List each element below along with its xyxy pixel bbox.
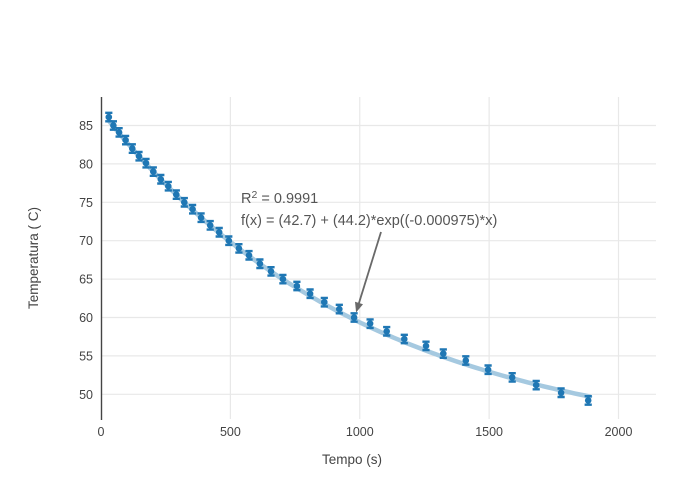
y-tick-label: 55 <box>79 349 93 363</box>
x-tick-label: 1500 <box>475 425 503 439</box>
data-point <box>189 205 196 213</box>
x-tick-label: 0 <box>98 425 105 439</box>
data-point <box>366 320 374 327</box>
data-points <box>105 113 592 404</box>
data-point <box>110 122 117 129</box>
data-point <box>508 374 516 381</box>
data-point <box>122 136 129 144</box>
data-point <box>181 199 188 206</box>
data-point <box>115 129 123 136</box>
gridlines <box>101 97 656 419</box>
data-point <box>256 260 264 268</box>
data-point <box>306 290 314 298</box>
data-point <box>532 381 540 389</box>
y-tick-label: 85 <box>79 119 93 133</box>
data-point <box>267 268 275 275</box>
data-point <box>440 350 447 357</box>
annotation-equation: f(x) = (42.7) + (44.2)*exp((-0.000975)*x… <box>241 213 497 229</box>
data-point <box>235 245 243 252</box>
data-point <box>279 275 287 283</box>
y-tick-label: 50 <box>79 388 93 402</box>
data-point <box>245 252 253 259</box>
data-point <box>462 357 470 364</box>
y-axis-title: Temperatura ( C) <box>26 207 41 309</box>
data-point <box>105 113 113 121</box>
data-point <box>557 389 565 397</box>
data-point <box>135 152 143 160</box>
data-point <box>293 282 301 290</box>
data-point <box>173 191 180 198</box>
x-axis-tick-labels: 0 500 1000 1500 2000 <box>98 425 633 439</box>
fit-curve <box>106 118 593 399</box>
y-tick-label: 75 <box>79 196 93 210</box>
x-tick-label: 500 <box>220 425 241 439</box>
data-point <box>383 328 391 335</box>
annotation-r-squared: R2 = 0.9991 <box>241 189 318 207</box>
annotation-arrow <box>355 231 382 313</box>
x-axis-title: Tempo (s) <box>322 452 382 467</box>
data-point <box>350 314 358 321</box>
data-point <box>197 214 205 221</box>
data-point <box>206 222 214 229</box>
data-point <box>321 298 328 306</box>
y-tick-label: 70 <box>79 234 93 248</box>
x-tick-label: 2000 <box>605 425 633 439</box>
y-tick-label: 80 <box>79 157 93 171</box>
data-point <box>484 366 492 374</box>
data-point <box>165 182 172 190</box>
fit-line <box>106 118 593 399</box>
error-bars <box>105 111 592 406</box>
arrow-head <box>355 301 363 313</box>
x-tick-label: 1000 <box>346 425 374 439</box>
arrow-shaft <box>356 231 382 308</box>
data-point <box>401 335 408 343</box>
data-point <box>422 342 430 350</box>
data-point <box>336 305 343 313</box>
data-point <box>142 159 150 167</box>
data-point <box>225 237 233 244</box>
fit-annotation: R2 = 0.9991 f(x) = (42.7) + (44.2)*exp((… <box>241 189 497 313</box>
data-point <box>150 168 157 175</box>
data-point <box>584 397 592 404</box>
y-axis-tick-labels: 50 55 60 65 70 75 80 85 <box>79 119 93 402</box>
y-tick-label: 65 <box>79 273 93 287</box>
data-point <box>129 145 136 152</box>
data-point <box>215 229 223 236</box>
y-tick-label: 60 <box>79 311 93 325</box>
data-point <box>157 176 165 183</box>
